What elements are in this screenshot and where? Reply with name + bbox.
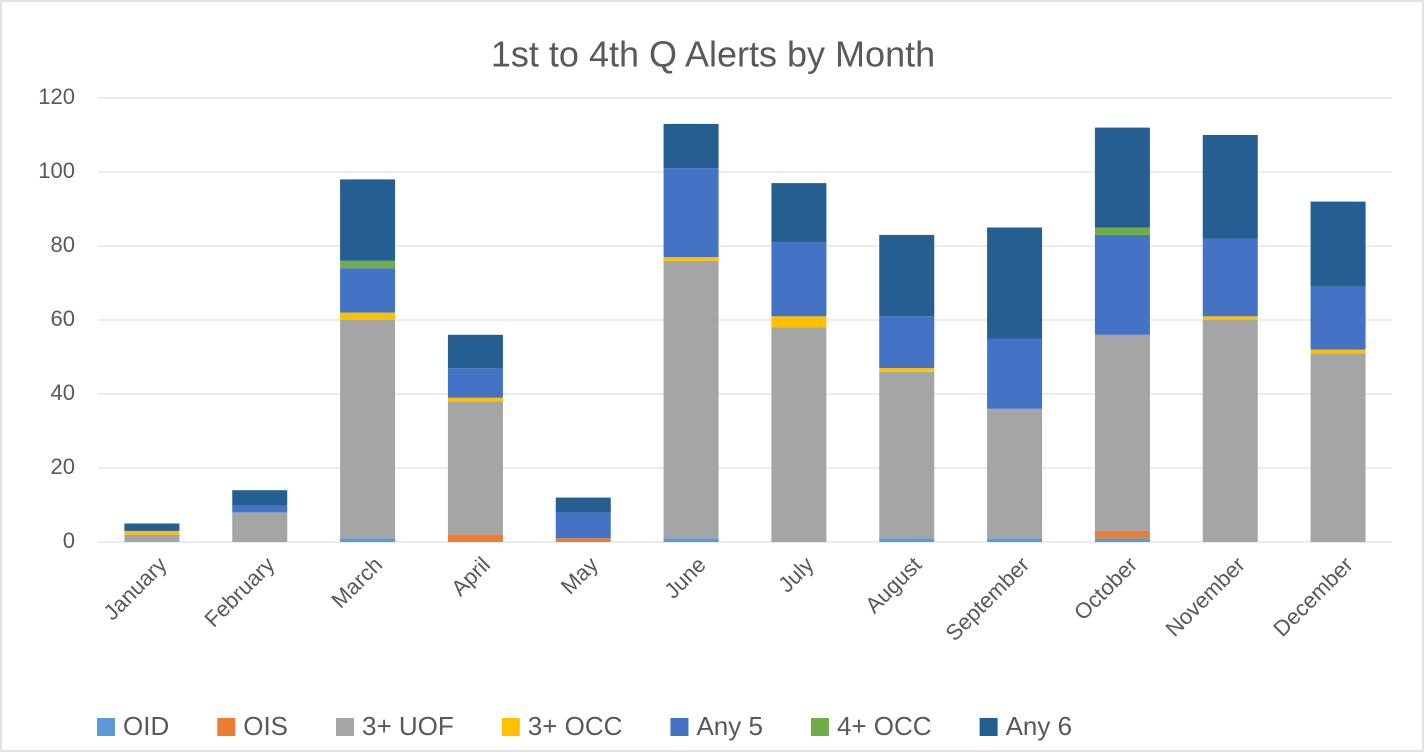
y-tick-label: 80	[51, 232, 75, 257]
bar-segment	[447, 334, 503, 369]
bar-segment	[879, 371, 935, 539]
chart-title: 1st to 4th Q Alerts by Month	[491, 34, 935, 75]
legend-label: 3+ OCC	[528, 711, 623, 741]
bar-segment	[1310, 349, 1366, 354]
bar-segment	[555, 512, 611, 539]
bar-segment	[987, 227, 1043, 339]
bar-segment	[879, 316, 935, 369]
bar-segment	[555, 497, 611, 513]
bar-segment	[987, 408, 1043, 539]
bar-segment	[232, 512, 288, 542]
bar-segment	[447, 534, 503, 542]
bar-segment	[771, 316, 827, 328]
bar-segment	[340, 268, 396, 313]
bar-segment	[987, 338, 1043, 409]
bar-segment	[1094, 538, 1150, 542]
bar-segment	[1202, 316, 1258, 320]
y-tick-label: 100	[38, 158, 75, 183]
y-tick-label: 40	[51, 380, 75, 405]
bar-segment	[879, 234, 935, 317]
bar-segment	[1094, 127, 1150, 228]
legend-swatch	[501, 718, 520, 736]
bar-segment	[340, 260, 396, 269]
bar-segment	[340, 179, 396, 261]
bar-segment	[340, 312, 396, 320]
bar-segment	[1094, 530, 1150, 539]
bar-segment	[1202, 238, 1258, 317]
bar-segment	[1094, 234, 1150, 335]
y-tick-label: 120	[38, 84, 75, 109]
bar-segment	[1094, 227, 1150, 235]
legend-swatch	[336, 718, 355, 736]
bar-segment	[1202, 135, 1258, 239]
bar-segment	[124, 530, 180, 535]
bar-segment	[771, 242, 827, 317]
legend-label: 3+ UOF	[362, 711, 454, 741]
bar-segment	[987, 538, 1043, 542]
bar-segment	[1310, 353, 1366, 542]
bar-segment	[340, 538, 396, 542]
bar-segment	[124, 523, 180, 531]
legend-swatch	[97, 718, 115, 736]
legend-label: Any 6	[1006, 711, 1073, 741]
y-tick-label: 0	[63, 528, 75, 553]
bar-segment	[663, 123, 719, 169]
bar-segment	[879, 368, 935, 372]
bar-segment	[1310, 201, 1366, 287]
bar-segment	[447, 368, 503, 398]
bar-segment	[1310, 286, 1366, 350]
bar-segment	[663, 168, 719, 258]
legend-swatch	[979, 718, 998, 736]
y-tick-label: 60	[51, 306, 75, 331]
bar-segment	[447, 401, 503, 535]
bar-segment	[555, 538, 611, 542]
bar-segment	[447, 397, 503, 402]
legend-label: OIS	[243, 711, 288, 741]
legend-label: Any 5	[696, 711, 763, 741]
bar-segment	[663, 257, 719, 261]
bar-segment	[1094, 334, 1150, 531]
bar-segment	[1202, 320, 1258, 542]
legend-swatch	[217, 718, 236, 736]
bar-segment	[340, 320, 396, 539]
bar-segment	[124, 534, 180, 542]
bar-segment	[232, 505, 288, 513]
legend-swatch	[670, 718, 689, 736]
bar-segment	[771, 327, 827, 542]
bar-segment	[771, 183, 827, 243]
legend-label: OID	[123, 711, 169, 741]
y-tick-label: 20	[51, 454, 75, 479]
bar-segment	[879, 538, 935, 542]
legend-swatch	[810, 718, 829, 736]
bar-segment	[232, 490, 288, 505]
bar-segment	[663, 538, 719, 542]
legend-label: 4+ OCC	[837, 711, 932, 741]
bar-segment	[663, 260, 719, 539]
